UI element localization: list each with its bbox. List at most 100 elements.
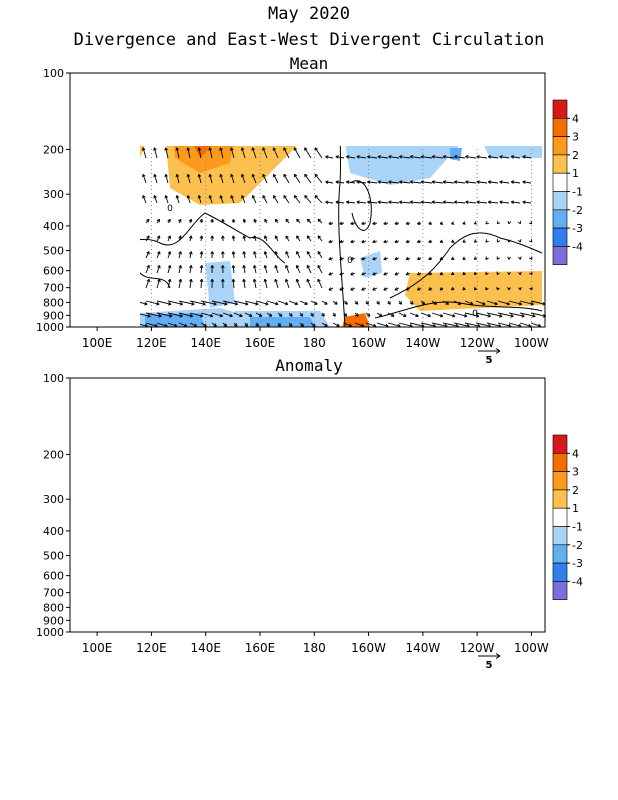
wind-arrow [443,156,455,159]
wind-arrowhead [230,84,233,87]
wind-arrowhead [224,607,227,610]
wind-arrowhead [186,500,189,503]
wind-arrowhead [269,479,272,482]
wind-arrowhead [217,500,220,503]
wind-arrow [263,84,267,98]
wind-arrow [481,441,487,443]
wind-arrowhead [328,256,332,261]
wind-arrowhead [510,619,513,622]
wind-arrowhead [189,556,192,559]
wind-arrowhead [420,180,424,184]
wind-arrow [217,389,223,403]
wind-arrow [446,384,454,386]
wind-arrowhead [125,524,128,527]
wind-arrow [515,507,520,508]
wind-arrowhead [125,236,128,239]
wind-arrowhead [82,279,85,282]
wind-arrowhead [196,432,199,435]
wind-arrow [153,195,158,204]
wind-arrow [254,524,256,528]
wind-arrow [527,507,531,508]
wind-arrow [259,500,267,508]
wind-arrowhead [510,200,515,205]
wind-arrowhead [210,619,213,622]
wind-arrowhead [186,195,191,199]
wind-arrowhead [492,486,495,489]
shaded-region [484,146,542,158]
wind-arrowhead [431,200,435,204]
wind-arrowhead [206,371,209,374]
wind-arrow [463,546,465,547]
wind-arrowhead [423,420,426,423]
wind-arrowhead [168,301,172,306]
wind-arrowhead [334,607,337,610]
shaded-region [345,622,370,632]
wind-arrowhead [143,432,146,435]
wind-arrow [91,524,95,528]
wind-arrowhead [518,592,521,595]
x-tick-label: 180 [303,336,326,350]
wind-arrow [190,541,191,546]
wind-arrow [146,556,149,563]
wind-arrow [340,563,344,564]
wind-arrow [111,371,113,386]
wind-arrow [232,279,235,289]
wind-arrowhead [131,148,134,151]
wind-arrow [312,389,322,403]
wind-arrowhead [400,383,403,386]
y-tick-label: 200 [43,143,64,156]
wind-arrow [91,628,106,631]
wind-arrowhead [510,313,514,318]
wind-arrowhead [394,239,398,244]
wind-arrow [362,593,366,595]
wind-arrowhead [499,313,503,318]
wind-arrowhead [132,607,135,610]
wind-arrow [77,453,80,463]
wind-arrowhead [305,127,308,130]
wind-arrowhead [241,127,244,130]
wind-arrowhead [221,218,225,223]
wind-arrow [511,181,521,184]
wind-arrowhead [235,607,238,610]
legend-swatch [552,526,568,546]
wind-arrowhead [515,421,518,424]
wind-arrowhead [312,371,315,374]
wind-arrowhead [264,218,268,223]
wind-arrow [113,251,117,258]
wind-arrow [244,570,245,578]
wind-arrowhead [355,486,358,489]
wind-arrow [165,371,168,386]
wind-arrow [300,628,303,631]
wind-arrowhead [306,278,310,283]
wind-arrow [211,300,228,305]
wind-arrowhead [357,78,360,81]
wind-arrow [124,219,128,223]
wind-arrow [273,195,279,204]
wind-arrowhead [457,441,460,444]
legend-label: 4 [572,447,579,460]
wind-arrow [135,584,138,593]
wind-arrowhead [263,278,268,283]
wind-arrowhead [253,584,256,587]
wind-arrow [431,181,444,184]
wind-arrowhead [259,500,262,503]
wind-arrow [465,116,476,118]
wind-arrow [223,606,238,609]
wind-arrowhead [389,486,392,489]
wind-arrowhead [377,400,380,403]
wind-arrow [362,578,366,580]
wind-arrowhead [529,592,532,595]
wind-arrowhead [165,84,168,87]
wind-arrow [312,453,322,463]
wind-arrow [290,389,300,403]
wind-arrowhead [519,607,522,610]
chart-subtitle: Divergence and East-West Divergent Circu… [73,30,545,50]
wind-arrowhead [405,221,410,226]
wind-arrow [306,265,312,274]
wind-arrowhead [445,301,450,305]
wind-arrowhead [322,420,325,423]
wind-arrowhead [340,545,343,548]
wind-arrow [474,546,476,547]
wind-arrowhead [242,235,247,239]
